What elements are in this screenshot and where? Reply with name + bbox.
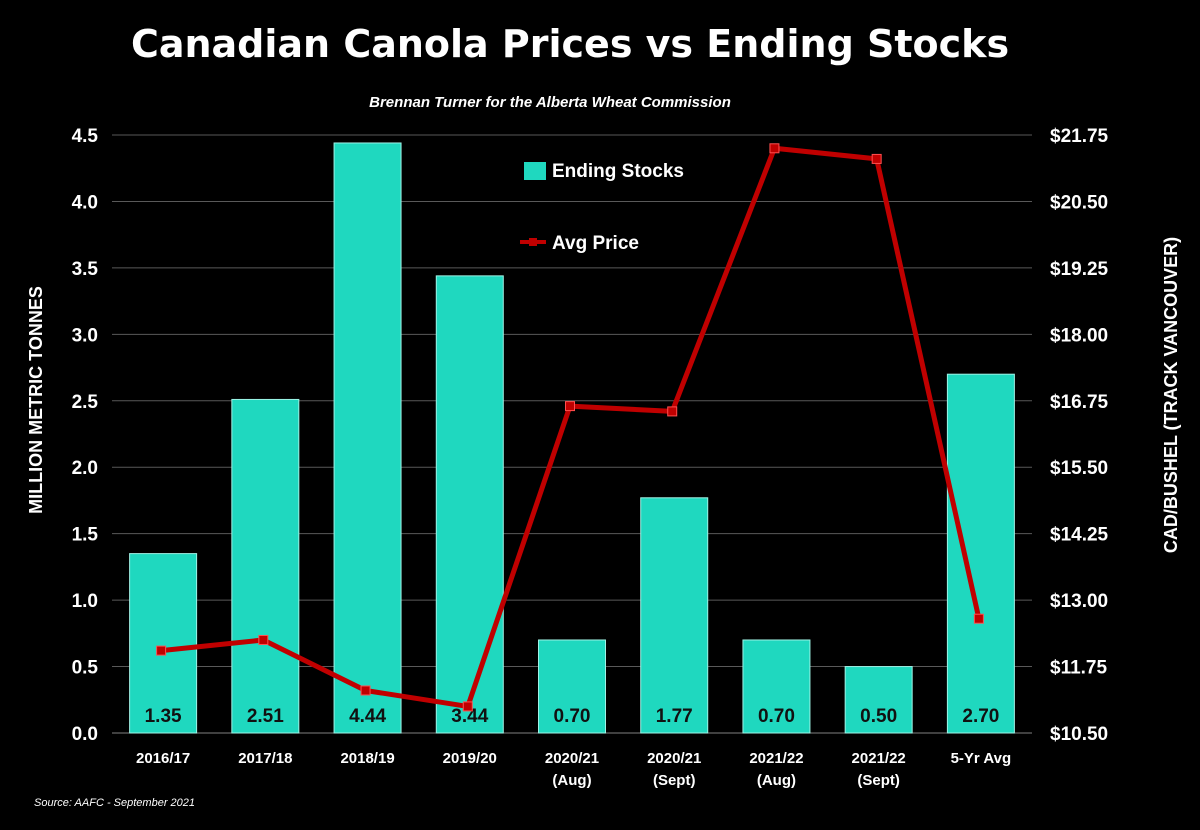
chart-title: Canadian Canola Prices vs Ending Stocks (130, 22, 1010, 66)
x-tick-label: (Sept) (653, 772, 696, 789)
right-tick-label: $21.75 (1050, 126, 1109, 147)
price-point (769, 143, 780, 154)
x-tick-label: 5-Yr Avg (951, 750, 1012, 767)
left-tick-label: 4.0 (72, 192, 98, 213)
bar-data-label: 1.35 (145, 706, 182, 727)
x-tick-label: 2021/22 (852, 750, 906, 767)
bar (946, 373, 1015, 734)
right-tick-label: $20.50 (1050, 192, 1108, 213)
legend-swatch-ending-stocks (524, 162, 546, 180)
price-point (360, 685, 371, 696)
left-tick-label: 2.5 (72, 392, 99, 413)
bar-data-label: 2.51 (247, 706, 284, 727)
x-tick-label: 2017/18 (238, 750, 292, 767)
bar-data-label: 0.70 (758, 706, 795, 727)
right-tick-label: $11.75 (1050, 658, 1107, 679)
x-tick-label: 2021/22 (749, 750, 803, 767)
price-point (973, 613, 984, 624)
bar-data-label: 1.77 (656, 706, 693, 727)
bar (640, 497, 709, 734)
price-point (667, 406, 678, 417)
x-tick-label: (Sept) (857, 772, 900, 789)
price-point (258, 634, 269, 645)
bar (435, 275, 504, 734)
price-line-series (156, 143, 984, 712)
right-tick-label: $16.75 (1050, 392, 1109, 413)
legend-marker-avg-price (529, 238, 537, 246)
source-note: Source: AAFC - September 2021 (34, 797, 196, 809)
legend-label-ending-stocks: Ending Stocks (552, 161, 684, 182)
right-axis-ticks: $10.50 $11.75 $13.00 $14.25 $15.50 $16.75 $18.… (1050, 126, 1109, 745)
right-axis-label: CAD/BUSHEL (TRACK VANCOUVER) (1161, 237, 1181, 553)
left-tick-label: 0.5 (72, 658, 99, 679)
right-tick-label: $19.25 (1050, 259, 1109, 280)
price-point (565, 401, 575, 412)
x-tick-label: 2019/20 (443, 750, 497, 767)
left-tick-label: 0.0 (72, 724, 98, 745)
left-tick-label: 1.5 (72, 525, 99, 546)
right-tick-label: $13.00 (1050, 591, 1108, 612)
legend-label-avg-price: Avg Price (552, 233, 639, 254)
left-tick-label: 3.5 (72, 259, 99, 280)
left-axis-label: MILLION METRIC TONNES (26, 286, 46, 514)
x-tick-label: 2020/21 (647, 750, 701, 767)
x-axis-ticks: 2016/17 2017/18 2018/19 2019/20 2020/21 (Aug)… (136, 750, 1011, 789)
left-tick-label: 3.0 (72, 325, 98, 346)
right-tick-label: $15.50 (1050, 458, 1108, 479)
bar (844, 666, 913, 734)
right-tick-label: $10.50 (1050, 724, 1108, 745)
right-tick-label: $18.00 (1050, 325, 1108, 346)
left-tick-label: 2.0 (72, 458, 98, 479)
bar-data-label: 0.50 (860, 706, 897, 727)
bar-data-label: 3.44 (451, 706, 488, 727)
price-point (156, 645, 167, 656)
x-tick-label: (Aug) (757, 772, 796, 789)
x-tick-label: (Aug) (552, 772, 591, 789)
x-tick-label: 2016/17 (136, 750, 190, 767)
left-axis-ticks: 0.0 0.5 1.0 1.5 2.0 2.5 3.0 3.5 4.0 4.5 (72, 126, 99, 745)
x-tick-label: 2020/21 (545, 750, 599, 767)
bar (333, 142, 402, 734)
price-point (871, 153, 882, 164)
left-tick-label: 1.0 (72, 591, 98, 612)
legend: Ending Stocks Avg Price (520, 161, 684, 254)
bar (538, 639, 606, 734)
bar-data-labels: 1.35 2.51 4.44 3.44 0.70 1.77 0.70 0.50 2.70 (145, 706, 1000, 727)
bar-data-label: 2.70 (962, 706, 999, 727)
x-tick-label: 2018/19 (340, 750, 394, 767)
bar (742, 639, 811, 734)
bar (129, 553, 198, 734)
bar (231, 398, 300, 734)
price-point (462, 701, 473, 712)
bar-series (129, 142, 1015, 734)
bar-data-label: 4.44 (349, 706, 386, 727)
chart-subtitle: Brennan Turner for the Alberta Wheat Com… (369, 94, 731, 111)
right-tick-label: $14.25 (1050, 525, 1109, 546)
bar-data-label: 0.70 (554, 706, 591, 727)
left-tick-label: 4.5 (72, 126, 99, 147)
